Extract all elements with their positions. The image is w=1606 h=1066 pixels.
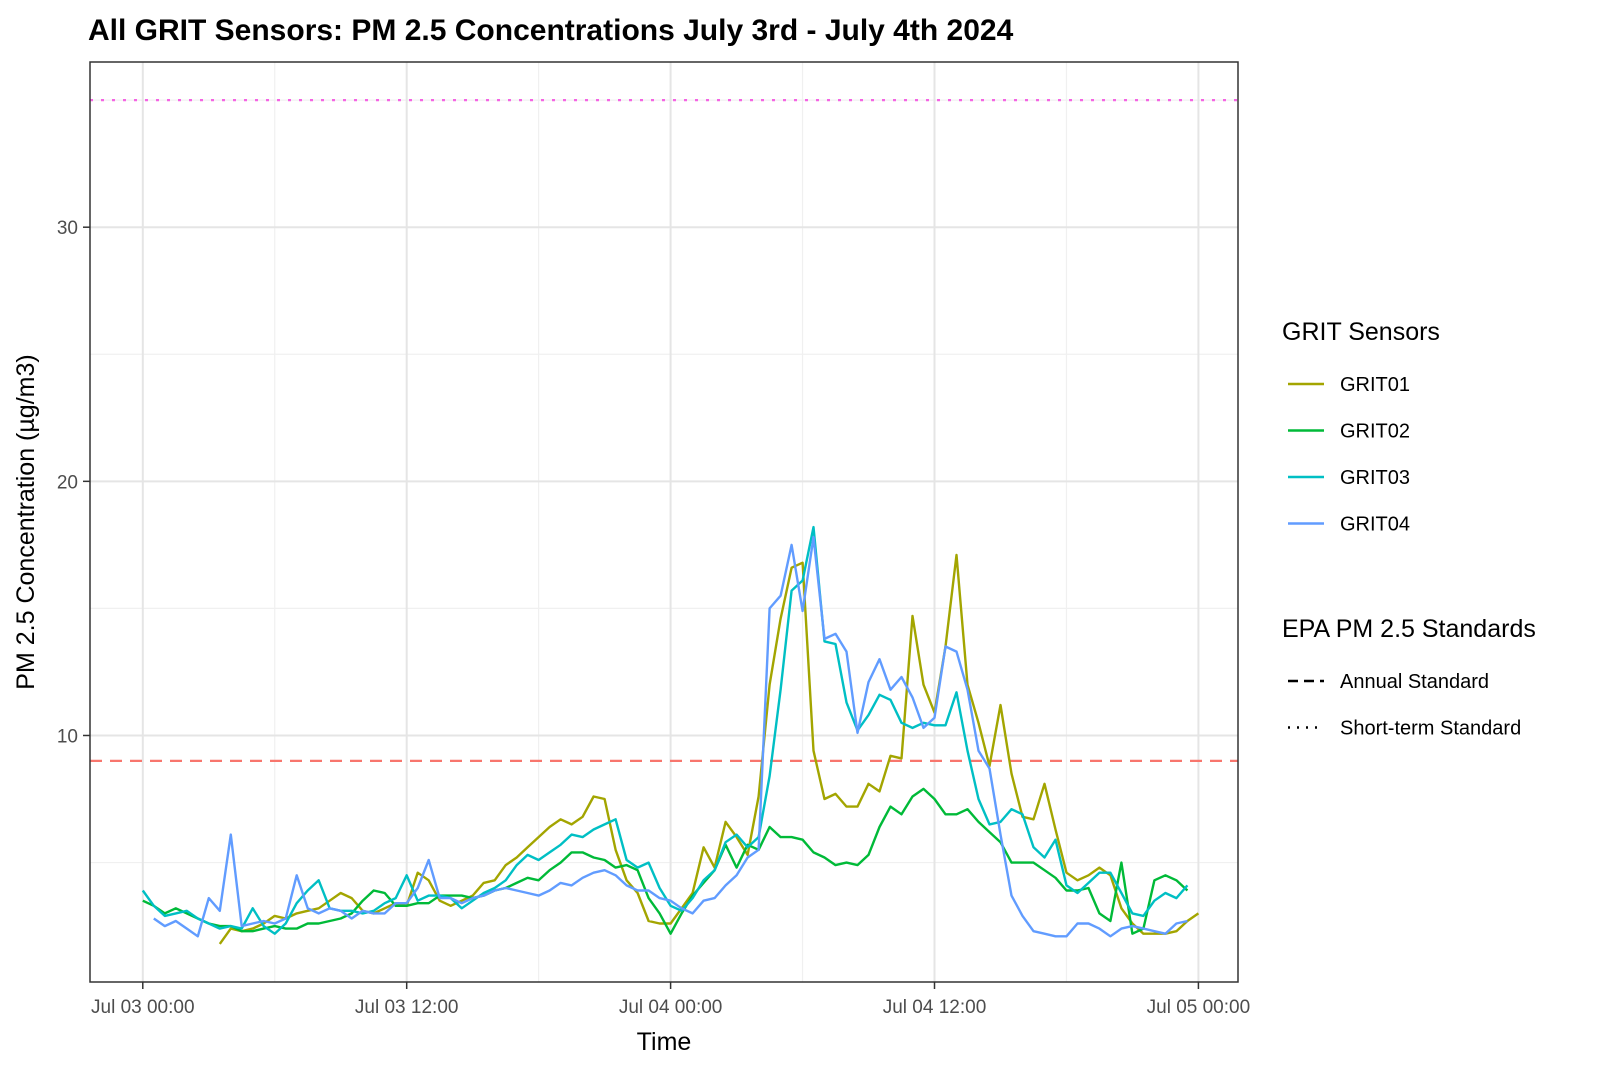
y-axis: 10 20 30 bbox=[57, 218, 90, 747]
y-axis-label: PM 2.5 Concentration (µg/m3) bbox=[12, 354, 40, 689]
legend-label: GRIT01 bbox=[1340, 374, 1410, 396]
chart-title: All GRIT Sensors: PM 2.5 Concentrations … bbox=[88, 14, 1014, 47]
x-tick-label: Jul 03 12:00 bbox=[355, 997, 459, 1018]
plot-panel-border bbox=[89, 61, 1239, 983]
series-line-grit02 bbox=[142, 787, 1189, 935]
series-line-grit01 bbox=[218, 553, 1200, 945]
legend: GRIT Sensors GRIT01 GRIT02 GRIT03 GRIT04 EPA … bbox=[1282, 318, 1536, 740]
legend-label: Annual Standard bbox=[1340, 671, 1489, 693]
x-tick-label: Jul 05 00:00 bbox=[1147, 997, 1251, 1018]
legend-label: GRIT03 bbox=[1340, 467, 1410, 489]
legend-label: GRIT02 bbox=[1340, 421, 1410, 443]
series-line-grit03 bbox=[141, 525, 1189, 935]
legend-label: Short-term Standard bbox=[1340, 718, 1521, 740]
x-tick-label: Jul 04 00:00 bbox=[619, 997, 723, 1018]
reference-lines bbox=[90, 99, 1238, 762]
y-tick-label: 10 bbox=[57, 726, 78, 747]
x-tick-label: Jul 04 12:00 bbox=[883, 997, 987, 1018]
y-tick-label: 20 bbox=[57, 472, 78, 493]
legend-label: GRIT04 bbox=[1340, 514, 1410, 536]
x-tick-label: Jul 03 00:00 bbox=[91, 997, 195, 1018]
grid bbox=[90, 62, 1238, 982]
legend-title: EPA PM 2.5 Standards bbox=[1282, 615, 1536, 643]
series-lines bbox=[141, 525, 1200, 945]
x-axis: Jul 03 00:00 Jul 03 12:00 Jul 04 00:00 Jul … bbox=[91, 982, 1250, 1018]
x-axis-label: Time bbox=[637, 1028, 692, 1056]
legend-title: GRIT Sensors bbox=[1282, 318, 1440, 346]
y-tick-label: 30 bbox=[57, 218, 78, 239]
series-line-grit04 bbox=[153, 536, 1188, 938]
